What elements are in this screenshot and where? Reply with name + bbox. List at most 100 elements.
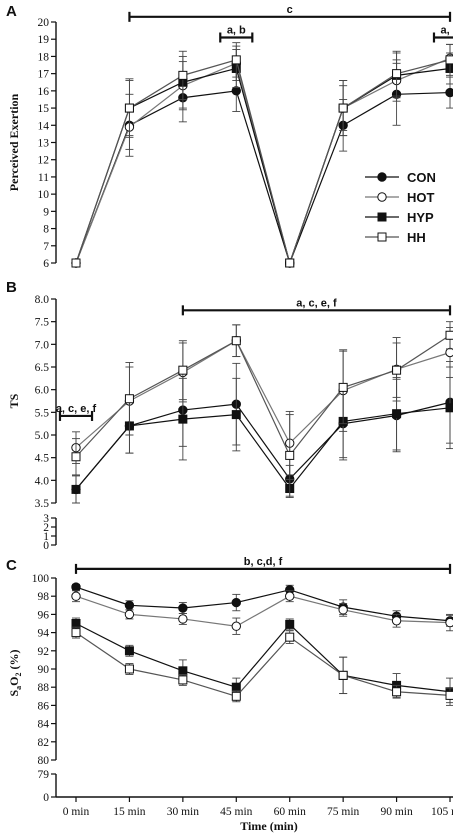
series-line <box>75 407 451 490</box>
y-tick-label: 6 <box>43 258 49 270</box>
significance-bar: a, c, e, f <box>181 297 452 316</box>
data-point <box>338 605 348 615</box>
data-point <box>445 617 453 628</box>
data-point <box>178 666 188 676</box>
data-point <box>231 86 241 96</box>
legend-marker <box>377 192 387 202</box>
y-tick-label: 90 <box>38 664 50 676</box>
y-tick-label: 92 <box>38 646 50 658</box>
data-point <box>391 616 402 626</box>
x-axis-label: Time (min) <box>240 819 297 833</box>
x-tick-label: 30 min <box>167 806 200 818</box>
y-tick-label: 6.5 <box>35 362 50 374</box>
data-point <box>178 365 188 375</box>
y-tick-label: 19 <box>38 34 50 46</box>
data-point <box>231 336 241 346</box>
panel-letter: A <box>6 3 17 20</box>
data-point <box>124 394 134 404</box>
data-point <box>178 70 188 80</box>
x-tick-label: 0 min <box>63 806 90 818</box>
data-point <box>71 484 81 494</box>
y-tick-label: 1 <box>43 531 49 543</box>
data-point <box>285 258 295 268</box>
data-point <box>71 628 81 638</box>
y-axis-label: Perceived Exertion <box>7 93 21 191</box>
y-tick-label: 5.0 <box>35 430 50 442</box>
y-tick-label: 0 <box>43 540 49 552</box>
y-tick-label: 8 <box>43 224 49 236</box>
data-point <box>231 691 241 701</box>
legend: CON HOT HYP HH <box>365 170 436 245</box>
x-tick-label: 105 min <box>431 806 453 818</box>
data-point <box>392 687 402 697</box>
significance-label: c <box>287 4 293 16</box>
legend-label: HOT <box>407 190 435 205</box>
series-hh <box>71 321 453 497</box>
legend-marker <box>377 172 387 182</box>
data-point <box>392 409 402 419</box>
y-tick-label: 8.0 <box>35 294 50 306</box>
series-line <box>75 586 451 622</box>
y-tick-label: 96 <box>38 609 50 621</box>
data-point <box>338 670 348 680</box>
legend-item: HYP <box>365 210 434 225</box>
series-line <box>75 339 451 449</box>
y-tick-label: 7.0 <box>35 339 50 351</box>
y-tick-label: 4.0 <box>35 475 50 487</box>
y-tick-label: 7.5 <box>35 317 50 329</box>
data-point <box>178 614 188 624</box>
y-tick-label: 14 <box>38 120 50 132</box>
data-point <box>285 591 295 601</box>
y-tick-label: 98 <box>38 591 50 603</box>
data-point <box>338 382 348 392</box>
series-line <box>75 595 451 627</box>
data-point <box>124 103 134 113</box>
data-point <box>445 403 453 413</box>
x-tick-label: 75 min <box>327 806 360 818</box>
y-tick-label: 82 <box>38 737 50 749</box>
data-point <box>338 103 348 113</box>
series-hh <box>71 42 453 268</box>
significance-bar: a, c, e, f <box>56 403 97 421</box>
y-tick-label: 80 <box>38 755 50 767</box>
y-tick-label: 2 <box>43 522 49 534</box>
y-tick-label: 100 <box>32 573 50 585</box>
y-tick-label: 16 <box>38 86 50 98</box>
data-point <box>71 619 81 628</box>
y-tick-label: 5.5 <box>35 407 50 419</box>
series-line <box>75 632 451 697</box>
data-point <box>71 258 81 268</box>
significance-bar: c <box>128 4 452 22</box>
data-point <box>124 609 135 620</box>
y-tick-label: 4.5 <box>35 453 50 465</box>
data-point <box>124 600 135 610</box>
significance-bar: a, b <box>432 24 453 43</box>
y-axis-label: TS <box>7 393 21 408</box>
legend-item: HOT <box>365 190 435 205</box>
legend-marker <box>377 232 387 242</box>
y-tick-label: 3.5 <box>35 498 50 510</box>
data-point <box>285 450 295 460</box>
panel-letter: C <box>6 557 17 574</box>
data-point <box>231 597 241 608</box>
data-point <box>124 664 134 674</box>
data-point <box>178 675 188 685</box>
y-tick-label: 79 <box>38 769 50 781</box>
y-tick-label: 15 <box>38 103 50 115</box>
data-point <box>124 646 134 656</box>
series-hh <box>71 626 453 704</box>
legend-item: CON <box>365 170 436 185</box>
y-tick-label: 13 <box>38 138 50 150</box>
data-point <box>178 603 188 613</box>
y-tick-label: 94 <box>38 628 50 640</box>
y-tick-label: 7 <box>43 241 49 253</box>
series-line <box>75 59 451 266</box>
data-point <box>231 55 241 65</box>
data-point <box>285 619 295 629</box>
significance-label: a, c, e, f <box>56 403 97 415</box>
x-tick-label: 15 min <box>113 806 146 818</box>
y-tick-label: 12 <box>38 155 50 167</box>
panel-a: A 6 7 8 9 10 11 12 13 14 15 16 17 18 19 20 Perceived Exe… <box>6 3 453 270</box>
significance-label: a, b <box>441 24 453 36</box>
series-line <box>75 67 451 266</box>
